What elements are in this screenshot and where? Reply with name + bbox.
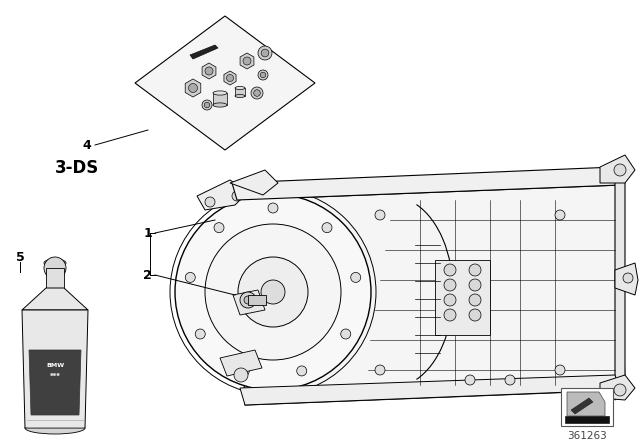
Bar: [435, 260, 490, 335]
Circle shape: [258, 46, 272, 60]
Polygon shape: [22, 288, 88, 310]
Circle shape: [205, 197, 215, 207]
Text: 3-DS: 3-DS: [55, 159, 99, 177]
Text: 2: 2: [143, 268, 152, 281]
Polygon shape: [190, 45, 218, 59]
Ellipse shape: [235, 86, 245, 90]
Polygon shape: [237, 185, 625, 405]
Circle shape: [232, 191, 242, 201]
Circle shape: [214, 223, 224, 233]
Circle shape: [469, 294, 481, 306]
Circle shape: [465, 375, 475, 385]
Circle shape: [251, 87, 263, 99]
Text: BMW: BMW: [46, 362, 64, 367]
Circle shape: [258, 70, 268, 80]
Polygon shape: [197, 180, 248, 210]
Polygon shape: [571, 398, 593, 414]
Circle shape: [555, 210, 565, 220]
Ellipse shape: [44, 259, 66, 267]
Polygon shape: [567, 392, 605, 416]
Circle shape: [185, 272, 195, 282]
Polygon shape: [230, 170, 278, 195]
Circle shape: [444, 294, 456, 306]
Circle shape: [614, 164, 626, 176]
Polygon shape: [615, 167, 625, 400]
Text: ●●●: ●●●: [49, 373, 60, 377]
Circle shape: [261, 280, 285, 304]
Circle shape: [268, 203, 278, 213]
Circle shape: [240, 292, 256, 308]
Polygon shape: [240, 375, 620, 405]
Circle shape: [239, 366, 249, 376]
Text: 361263: 361263: [567, 431, 607, 441]
Text: 1: 1: [143, 227, 152, 240]
Circle shape: [238, 257, 308, 327]
Text: 4: 4: [82, 138, 91, 151]
Circle shape: [253, 90, 260, 96]
Polygon shape: [202, 63, 216, 79]
Circle shape: [175, 194, 371, 390]
Circle shape: [204, 102, 210, 108]
Circle shape: [189, 83, 198, 92]
Bar: [213, 93, 227, 105]
Circle shape: [623, 273, 633, 283]
Circle shape: [243, 57, 251, 65]
Circle shape: [297, 366, 307, 376]
Circle shape: [244, 296, 252, 304]
Circle shape: [444, 279, 456, 291]
Circle shape: [375, 365, 385, 375]
Circle shape: [205, 224, 341, 360]
Circle shape: [234, 368, 248, 382]
Polygon shape: [135, 16, 315, 150]
Polygon shape: [232, 167, 620, 200]
Circle shape: [444, 264, 456, 276]
Bar: [561, 388, 613, 426]
Polygon shape: [600, 375, 635, 400]
Ellipse shape: [213, 91, 227, 95]
Bar: [565, 416, 609, 423]
Polygon shape: [224, 71, 236, 85]
Polygon shape: [22, 310, 88, 428]
Circle shape: [340, 329, 351, 339]
Circle shape: [261, 49, 269, 57]
Ellipse shape: [213, 103, 227, 107]
Polygon shape: [600, 155, 635, 183]
Circle shape: [322, 223, 332, 233]
Circle shape: [444, 309, 456, 321]
Circle shape: [469, 309, 481, 321]
Circle shape: [205, 67, 213, 75]
Circle shape: [44, 257, 66, 279]
Circle shape: [555, 365, 565, 375]
Circle shape: [505, 375, 515, 385]
Circle shape: [202, 100, 212, 110]
Bar: [248, 295, 266, 305]
Circle shape: [469, 264, 481, 276]
Ellipse shape: [25, 422, 85, 434]
Circle shape: [227, 74, 234, 82]
Polygon shape: [220, 350, 262, 376]
Circle shape: [614, 384, 626, 396]
Polygon shape: [29, 350, 81, 415]
Bar: [235, 88, 245, 96]
Circle shape: [469, 279, 481, 291]
Polygon shape: [615, 263, 638, 295]
Circle shape: [351, 272, 361, 282]
Circle shape: [195, 329, 205, 339]
Text: 5: 5: [15, 250, 24, 263]
Ellipse shape: [235, 95, 245, 98]
Polygon shape: [240, 53, 254, 69]
Circle shape: [375, 210, 385, 220]
Bar: [46, 268, 64, 288]
Polygon shape: [185, 79, 201, 97]
Polygon shape: [233, 290, 265, 315]
Circle shape: [260, 72, 266, 78]
